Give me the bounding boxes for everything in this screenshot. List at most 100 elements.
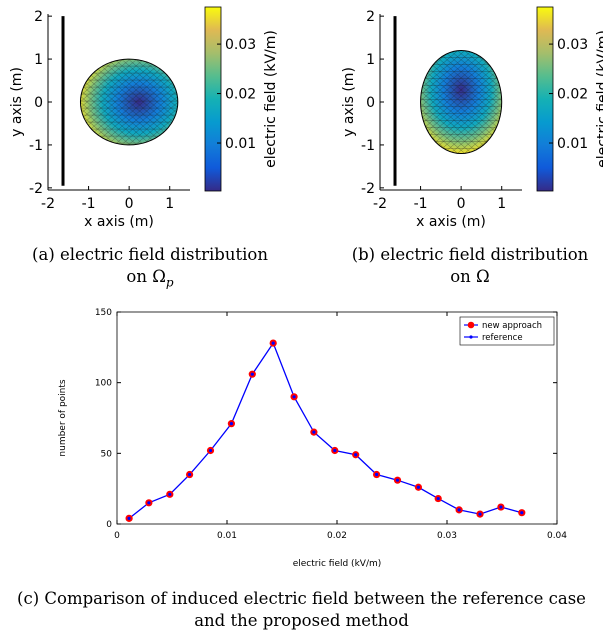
point-reference — [292, 395, 296, 399]
mesh-line — [464, 50, 502, 154]
mesh-line — [80, 59, 152, 145]
mesh-line — [80, 59, 117, 145]
point-reference — [333, 448, 337, 453]
mesh-line — [135, 59, 178, 145]
mesh-line — [420, 50, 466, 154]
mesh-line — [420, 50, 438, 154]
x-tick-label: 0 — [125, 196, 134, 212]
point-reference — [478, 512, 482, 516]
mesh-line — [275, 50, 395, 153]
x-tick-label: 1 — [497, 196, 506, 212]
y-axis-label: y axis (m) — [341, 67, 357, 137]
ellipse-outline — [420, 49, 503, 155]
colorbar — [204, 6, 222, 192]
mesh-line — [420, 50, 459, 154]
mesh-line — [436, 50, 502, 154]
y-tick-label: 1 — [366, 52, 375, 68]
mesh-line — [275, 59, 375, 145]
mesh-line — [80, 59, 178, 145]
mesh-line — [80, 59, 145, 145]
colorbar-label: electric field (kV/m) — [595, 30, 603, 168]
point-reference — [354, 453, 358, 457]
mesh-line — [80, 59, 124, 145]
mesh-line — [80, 59, 159, 145]
caption-c: (c) Comparison of induced electric field… — [17, 589, 586, 630]
mesh-line — [506, 50, 603, 153]
mesh-line — [443, 50, 502, 154]
x-tick-label: 0.01 — [217, 531, 237, 541]
y-tick-label: 50 — [101, 449, 113, 459]
caption-b-line1: (b) electric field distribution — [351, 245, 589, 264]
x-tick-label: 0.04 — [547, 531, 567, 541]
x-tick-label: 0 — [457, 196, 466, 212]
point-reference — [520, 511, 524, 515]
x-tick-label: -1 — [414, 196, 428, 212]
y-tick-label: 0 — [34, 95, 43, 111]
point-reference — [208, 448, 213, 453]
mesh-line — [128, 59, 178, 145]
mesh-line — [450, 50, 502, 154]
x-tick-label: 1 — [165, 196, 174, 212]
legend-label: reference — [482, 333, 523, 343]
y-axis-label: y axis (m) — [9, 67, 25, 137]
mesh-line — [457, 50, 502, 154]
mesh-line — [0, 59, 4, 145]
colorbar-tick-label: 0.03 — [225, 37, 256, 53]
histogram-chart: 0 0.01 0.02 0.03 0.04 0 50 100 150 electric field… — [58, 308, 567, 569]
point-reference — [416, 485, 420, 489]
y-tick-label: 0 — [106, 520, 112, 530]
legend-marker — [469, 335, 473, 339]
series-reference-line — [128, 341, 522, 519]
colorbar-tick-label: 0.01 — [225, 136, 256, 152]
mesh-line — [420, 50, 466, 154]
colorbar-tick-label: 0.02 — [557, 87, 588, 103]
mesh-line — [107, 59, 178, 145]
mesh-line — [420, 50, 487, 154]
mesh-line — [422, 50, 502, 154]
point-reference — [229, 422, 233, 426]
mesh-line — [506, 50, 603, 153]
mesh-line — [0, 59, 4, 145]
colorbar-tick-label: 0.03 — [557, 37, 588, 53]
mesh-line — [121, 59, 178, 145]
legend-marker — [467, 321, 475, 329]
caption-a-line1: (a) electric field distribution — [32, 245, 268, 264]
mesh-line — [464, 50, 502, 154]
caption-b: (b) electric field distribution on Ω — [340, 244, 600, 288]
mesh-line — [0, 59, 53, 145]
x-tick-label: 0.03 — [437, 531, 457, 541]
mesh-line — [142, 59, 178, 145]
mesh-line — [0, 59, 53, 145]
colorbar — [536, 6, 554, 192]
mesh-line — [80, 59, 117, 145]
point-reference — [147, 501, 151, 505]
y-tick-label: -1 — [361, 138, 375, 154]
mesh-line — [429, 50, 502, 154]
field-panel-b: 2 1 0 -1 -2-2 -1 0 1 x axis (m) y axis (m) 0.03 0.0… — [275, 6, 603, 230]
field-panel-a: 210-1-2-2 -1 0 1x axis (m)y axis (m)0.030.0… — [0, 6, 375, 230]
caption-a-omega: on Ω — [126, 267, 166, 286]
mesh-line — [420, 50, 480, 154]
mesh-line — [142, 59, 178, 145]
point-reference — [188, 472, 192, 477]
mesh-line — [128, 59, 178, 145]
mesh-line — [420, 50, 501, 154]
y-tick-label: -2 — [361, 181, 375, 197]
y-tick-label: -2 — [29, 181, 43, 197]
colorbar-tick-label: 0.01 — [557, 136, 588, 152]
point-reference — [395, 478, 400, 482]
mesh-line — [80, 59, 124, 145]
mesh-line — [420, 50, 473, 154]
x-tick-label: -2 — [41, 196, 55, 212]
y-tick-label: 100 — [95, 379, 112, 389]
mesh-line — [135, 59, 178, 145]
mesh-line — [420, 50, 473, 154]
mesh-line — [420, 50, 438, 154]
y-tick-label: 2 — [34, 9, 43, 25]
caption-a-subscript: p — [165, 275, 174, 290]
x-tick-label: -2 — [373, 196, 387, 212]
colorbar-label: electric field (kV/m) — [263, 30, 279, 168]
legend-label: new approach — [482, 321, 542, 331]
y-tick-label: -1 — [29, 138, 43, 154]
